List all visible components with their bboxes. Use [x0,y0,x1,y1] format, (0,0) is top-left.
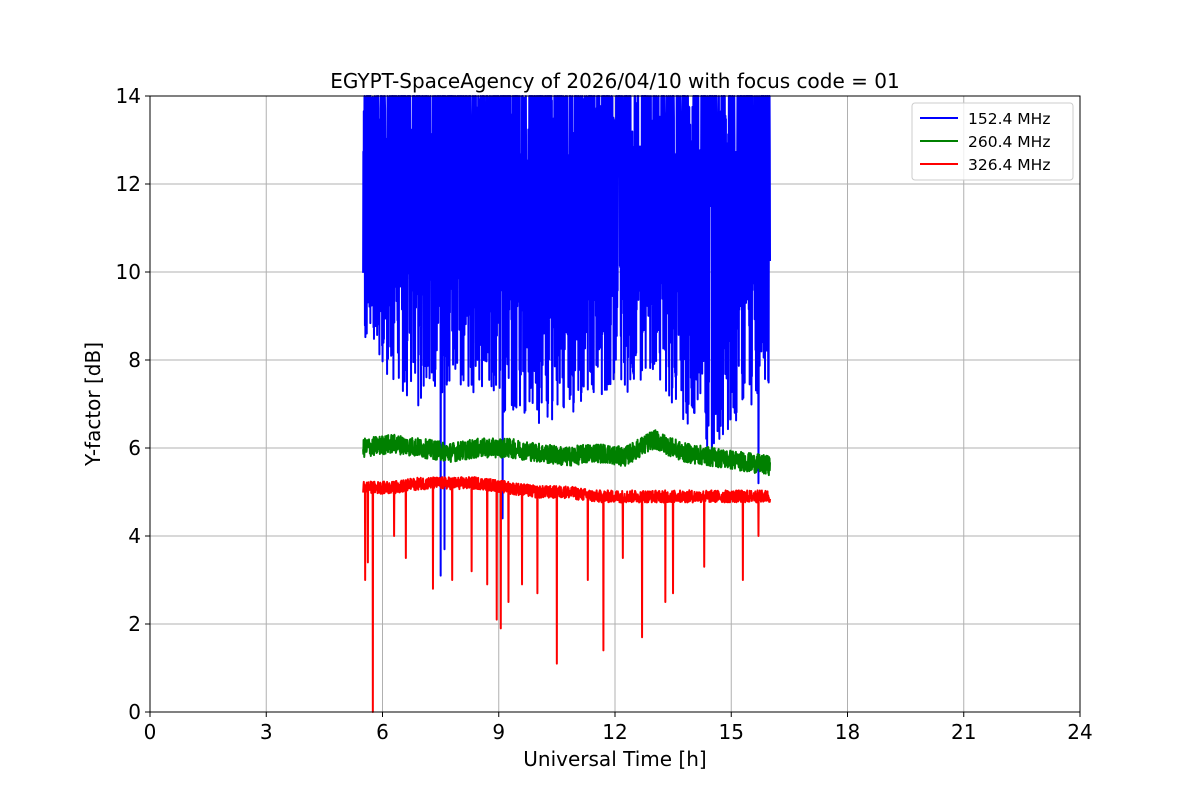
x-tick-label: 18 [835,720,860,744]
y-tick-label: 6 [128,436,141,460]
x-tick-label: 3 [260,720,273,744]
y-tick-label: 4 [128,524,141,548]
legend: 152.4 MHz 260.4 MHz 326.4 MHz [911,102,1074,181]
y-tick-label: 0 [128,700,141,724]
x-tick-label: 24 [1067,720,1092,744]
series-line-1 [362,95,771,577]
chart-title: EGYPT-SpaceAgency of 2026/04/10 with foc… [330,69,899,93]
y-tick-label: 10 [116,260,141,284]
x-tick-label: 9 [492,720,505,744]
x-tick-label: 12 [602,720,627,744]
x-tick-label: 0 [144,720,157,744]
series-layer [362,95,771,713]
legend-label: 326.4 MHz [968,156,1050,174]
y-axis-label: Y-factor [dB] [81,342,105,467]
x-tick-label: 6 [376,720,389,744]
legend-label: 260.4 MHz [968,133,1050,151]
series-line-2 [362,429,771,477]
series-line-3 [362,476,771,713]
x-axis-label: Universal Time [h] [523,747,706,771]
y-tick-label: 14 [116,84,141,108]
legend-box [911,102,1074,181]
y-tick-label: 2 [128,612,141,636]
x-tick-label: 21 [951,720,976,744]
legend-label: 152.4 MHz [968,110,1050,128]
y-tick-label: 8 [128,348,141,372]
x-tick-label: 15 [719,720,744,744]
y-tick-label: 12 [116,172,141,196]
